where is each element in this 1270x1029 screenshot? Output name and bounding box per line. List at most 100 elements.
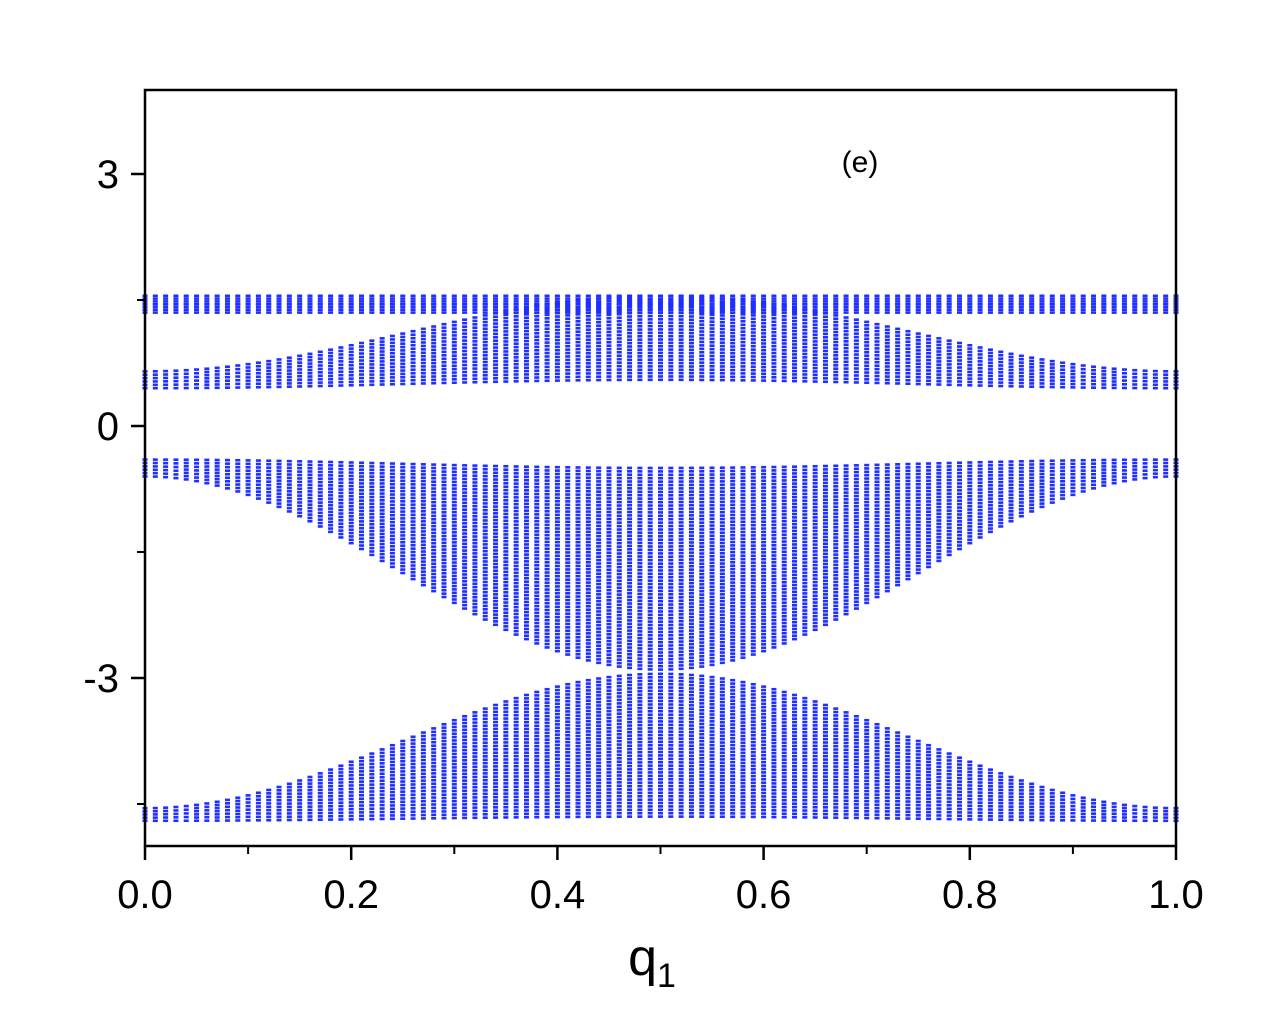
data-point bbox=[369, 509, 375, 512]
data-point bbox=[771, 544, 777, 547]
data-point bbox=[462, 346, 468, 349]
data-point bbox=[761, 513, 767, 517]
data-point bbox=[554, 537, 560, 541]
data-point bbox=[379, 502, 385, 505]
data-point bbox=[379, 536, 385, 539]
data-point bbox=[822, 335, 828, 339]
data-point bbox=[359, 526, 365, 530]
data-point bbox=[637, 524, 643, 528]
data-point bbox=[833, 308, 839, 312]
data-point bbox=[627, 514, 633, 517]
data-point bbox=[771, 300, 777, 303]
data-point bbox=[926, 300, 932, 303]
data-point bbox=[864, 378, 870, 381]
data-point bbox=[750, 358, 756, 362]
data-point bbox=[822, 464, 828, 468]
data-point bbox=[493, 478, 499, 481]
data-point bbox=[606, 568, 612, 572]
data-point bbox=[627, 527, 633, 531]
data-point bbox=[864, 367, 870, 371]
data-point bbox=[431, 328, 437, 332]
data-point bbox=[812, 591, 818, 594]
data-point bbox=[534, 302, 540, 306]
data-point bbox=[585, 618, 591, 622]
data-point bbox=[719, 378, 725, 382]
data-point bbox=[627, 608, 633, 612]
data-point bbox=[998, 371, 1004, 374]
data-point bbox=[956, 297, 962, 300]
data-point bbox=[565, 602, 571, 605]
data-point bbox=[616, 583, 622, 586]
data-point bbox=[709, 646, 715, 650]
data-point bbox=[194, 368, 200, 371]
data-point bbox=[554, 318, 560, 322]
data-point bbox=[781, 499, 787, 503]
data-point bbox=[276, 489, 282, 492]
data-point bbox=[688, 520, 694, 524]
data-point bbox=[699, 559, 705, 562]
data-point bbox=[152, 370, 158, 373]
data-point bbox=[163, 369, 169, 373]
data-point bbox=[771, 635, 777, 639]
data-point bbox=[1070, 366, 1076, 369]
data-point bbox=[565, 632, 571, 636]
data-point bbox=[915, 372, 921, 376]
data-point bbox=[802, 605, 808, 609]
data-point bbox=[802, 578, 808, 581]
data-point bbox=[255, 486, 261, 490]
data-point bbox=[575, 588, 581, 592]
data-point bbox=[740, 472, 746, 476]
data-point bbox=[266, 308, 272, 312]
data-point bbox=[688, 483, 694, 487]
data-point bbox=[967, 343, 973, 347]
data-point bbox=[616, 344, 622, 347]
data-point bbox=[544, 574, 550, 578]
data-point bbox=[678, 538, 684, 541]
data-point bbox=[822, 579, 828, 583]
data-point bbox=[400, 342, 406, 345]
data-point bbox=[596, 623, 602, 627]
data-point bbox=[451, 477, 457, 480]
data-point bbox=[688, 318, 694, 322]
data-point bbox=[781, 359, 787, 362]
data-point bbox=[802, 359, 808, 363]
data-point bbox=[812, 556, 818, 560]
data-point bbox=[554, 608, 560, 612]
data-point bbox=[802, 513, 808, 516]
data-point bbox=[513, 609, 519, 612]
data-point bbox=[451, 334, 457, 337]
data-point bbox=[183, 297, 189, 300]
data-point bbox=[678, 667, 684, 671]
data-point bbox=[194, 297, 200, 300]
data-point bbox=[647, 297, 653, 301]
data-point bbox=[596, 647, 602, 651]
data-point bbox=[884, 335, 890, 338]
data-point bbox=[431, 338, 437, 342]
data-point bbox=[503, 316, 509, 320]
data-point bbox=[286, 308, 292, 312]
data-point bbox=[730, 493, 736, 496]
data-point bbox=[750, 355, 756, 358]
data-point bbox=[369, 550, 375, 553]
data-point bbox=[843, 374, 849, 377]
data-point bbox=[513, 302, 519, 306]
data-point bbox=[379, 308, 385, 312]
data-point bbox=[709, 473, 715, 476]
data-point bbox=[523, 614, 529, 617]
data-point bbox=[544, 465, 550, 469]
data-point bbox=[544, 547, 550, 551]
data-point bbox=[554, 355, 560, 359]
data-point bbox=[565, 517, 571, 520]
data-point bbox=[565, 338, 571, 341]
data-point bbox=[585, 547, 591, 551]
data-point bbox=[936, 346, 942, 350]
data-point bbox=[441, 517, 447, 521]
data-point bbox=[936, 343, 942, 347]
data-point bbox=[792, 620, 798, 624]
data-point bbox=[266, 459, 272, 463]
data-point bbox=[709, 500, 715, 504]
data-point bbox=[616, 548, 622, 552]
data-point bbox=[410, 489, 416, 493]
data-point bbox=[637, 480, 643, 483]
data-point bbox=[833, 360, 839, 364]
